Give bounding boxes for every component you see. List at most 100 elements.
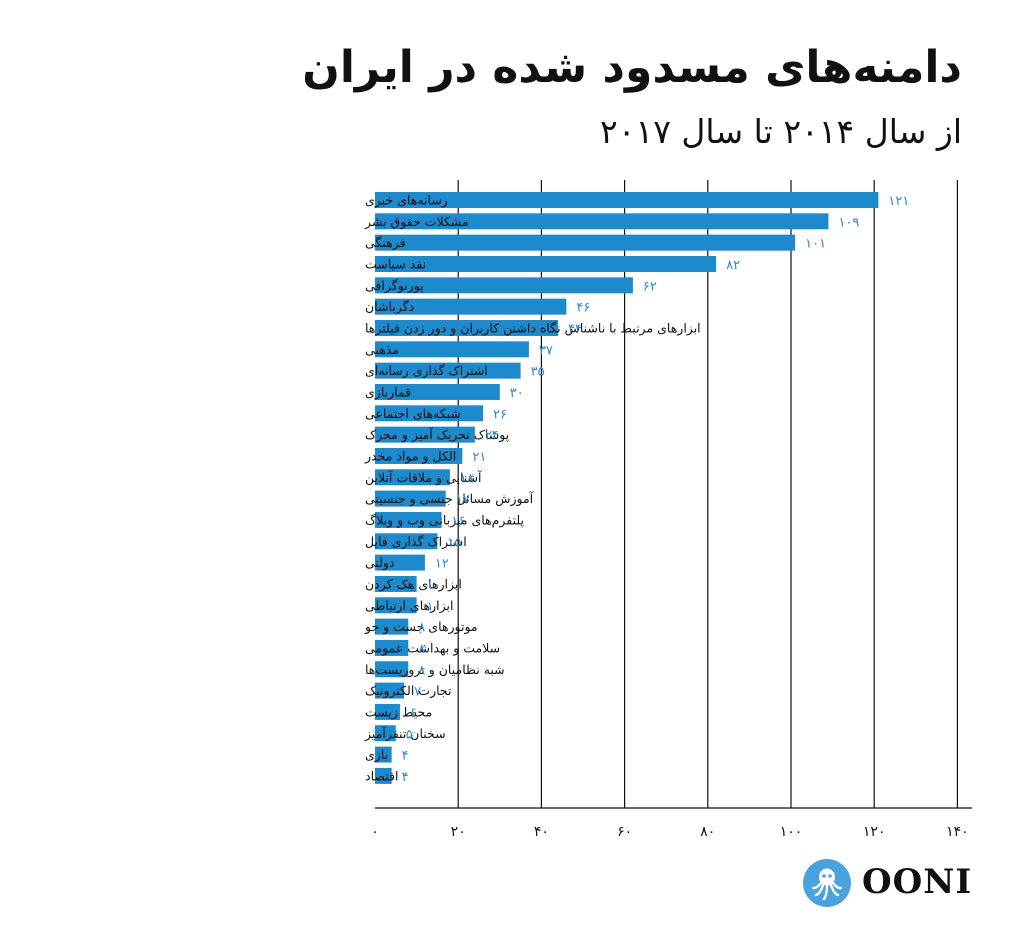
bar bbox=[375, 618, 409, 635]
bar bbox=[375, 639, 409, 656]
data-label: ۳۵ bbox=[531, 365, 545, 380]
x-axis-ticks: ۰ ۲۰ ۴۰ ۶۰ ۸۰ ۱۰۰ ۱۲۰ ۱۴۰ bbox=[371, 824, 968, 840]
data-label: ۷ bbox=[414, 685, 421, 700]
x-tick-label: ۶۰ bbox=[617, 824, 632, 840]
data-label: ۸۲ bbox=[726, 258, 740, 273]
bar bbox=[375, 213, 829, 230]
category-label: ابزارهای ارتباطی bbox=[365, 598, 453, 614]
ooni-logo: OONI bbox=[802, 858, 972, 908]
bar bbox=[375, 298, 567, 315]
bar bbox=[375, 255, 717, 272]
category-label: محیط زیست bbox=[365, 704, 432, 720]
category-label: سخنان تنفرآمیز bbox=[364, 726, 446, 742]
category-label: آشنایی و ملاقات آنلاین bbox=[365, 470, 482, 486]
bar bbox=[375, 703, 400, 720]
value-labels: ۱۲۱۱۰۹۱۰۱۸۲۶۲۴۶۴۴۳۷۳۵۳۰۲۶۲۴۲۱۱۸۱۷۱۶۱۵۱۲۱… bbox=[402, 194, 910, 785]
category-label: دولتی bbox=[365, 555, 395, 571]
chart-title: دامنه‌های مسدود شده در ایران bbox=[302, 42, 962, 93]
x-tick-label: ۱۲۰ bbox=[863, 824, 886, 840]
bar bbox=[375, 234, 796, 251]
category-label: قماربازی bbox=[365, 384, 411, 400]
x-tick-label: ۱۴۰ bbox=[946, 824, 969, 840]
bar bbox=[375, 277, 633, 294]
bar bbox=[375, 426, 475, 443]
category-label: پلتفرم‌های میزبانی وب و وبلاگ bbox=[365, 512, 524, 528]
data-label: ۱۶ bbox=[452, 514, 466, 529]
bar bbox=[375, 405, 484, 422]
category-label: بازی bbox=[365, 747, 388, 763]
data-label: ۸ bbox=[418, 621, 425, 636]
data-label: ۲۶ bbox=[493, 407, 507, 422]
data-label: ۸ bbox=[418, 642, 425, 657]
octopus-icon bbox=[803, 859, 851, 907]
data-label: ۱۰ bbox=[427, 599, 441, 614]
category-label: شبه نظامیان و تروریست‌ها bbox=[365, 662, 505, 678]
data-label: ۲۴ bbox=[485, 429, 499, 444]
category-label: اشتراک گذاری رسانه‌ای bbox=[365, 363, 488, 379]
data-label: ۴۶ bbox=[576, 301, 590, 316]
data-label: ۴۴ bbox=[568, 322, 582, 337]
data-label: ۳۰ bbox=[510, 386, 524, 401]
bar bbox=[375, 319, 559, 336]
bars bbox=[375, 192, 879, 784]
data-label: ۲۱ bbox=[472, 450, 486, 465]
x-tick-label: ۱۰۰ bbox=[780, 824, 803, 840]
bar bbox=[375, 746, 392, 763]
bar bbox=[375, 575, 417, 592]
bar bbox=[375, 341, 529, 358]
bar bbox=[375, 597, 417, 614]
bar bbox=[375, 554, 425, 571]
category-label: آموزش مسائل جنسی و جنسیتی bbox=[365, 491, 534, 507]
data-label: ۸ bbox=[418, 663, 425, 678]
data-label: ۵ bbox=[406, 727, 413, 742]
category-label: سلامت و بهداشت عمومی bbox=[365, 640, 500, 656]
data-label: ۱۲۱ bbox=[888, 194, 909, 209]
chart-subtitle: از سال ۲۰۱۴ تا سال ۲۰۱۷ bbox=[600, 112, 962, 151]
data-label: ۱۸ bbox=[460, 471, 474, 486]
category-label: فرهنگی bbox=[365, 235, 406, 251]
category-label: رسانه‌های خبری bbox=[365, 193, 448, 209]
bar bbox=[375, 192, 879, 208]
bar bbox=[375, 725, 396, 742]
category-label: الکل و مواد مخدر bbox=[364, 448, 456, 464]
x-tick-label: ۲۰ bbox=[451, 824, 466, 840]
data-label: ۱۲ bbox=[435, 557, 449, 572]
category-label: شبکه‌های اجتماعی bbox=[365, 406, 461, 421]
bar bbox=[375, 469, 450, 486]
category-label: پوشاک تحریک آمیز و محرک bbox=[365, 427, 510, 443]
category-label: اقتصاد bbox=[365, 768, 398, 783]
x-tick-label: ۸۰ bbox=[700, 824, 715, 840]
data-label: ۳۷ bbox=[539, 343, 553, 358]
bar bbox=[375, 511, 442, 528]
logo-text: OONI bbox=[862, 862, 973, 902]
data-label: ۱۰ bbox=[427, 578, 441, 593]
bar bbox=[375, 490, 446, 507]
bar bbox=[375, 447, 463, 464]
data-label: ۱۷ bbox=[456, 493, 470, 508]
data-label: ۶ bbox=[410, 706, 417, 721]
category-label: ابزارهای مرتبط با ناشناس نگاه داشتن کارب… bbox=[365, 320, 701, 336]
bar bbox=[375, 682, 405, 699]
data-label: ۴ bbox=[402, 749, 409, 764]
category-label: تجارت الکترونیک bbox=[365, 683, 452, 699]
bar-chart: رسانه‌های خبری مشکلات حقوق بشر فرهنگی نقد س… bbox=[364, 180, 972, 840]
bar bbox=[375, 362, 521, 379]
category-label: پورنوگرافی bbox=[365, 278, 424, 294]
bar bbox=[375, 383, 500, 400]
category-labels: رسانه‌های خبری مشکلات حقوق بشر فرهنگی نقد س… bbox=[364, 193, 701, 784]
x-tick-label: ۰ bbox=[371, 824, 379, 840]
data-label: ۱۵ bbox=[447, 535, 461, 550]
bar bbox=[375, 533, 438, 550]
category-label: ابزارهای هک کردن bbox=[365, 576, 462, 592]
category-label: مذهبی bbox=[365, 342, 399, 357]
data-label: ۶۲ bbox=[643, 279, 657, 294]
x-tick-label: ۴۰ bbox=[534, 824, 549, 840]
bar bbox=[375, 767, 392, 784]
category-label: موتورهای جست و جو bbox=[364, 619, 478, 635]
data-label: ۱۰۱ bbox=[805, 237, 826, 252]
category-label: دگرباشان bbox=[365, 299, 414, 315]
data-label: ۴ bbox=[402, 770, 409, 785]
category-label: اشتراک گذاری فایل bbox=[365, 534, 467, 550]
category-label: نقد سیاست bbox=[365, 256, 426, 271]
data-label: ۱۰۹ bbox=[838, 215, 859, 230]
